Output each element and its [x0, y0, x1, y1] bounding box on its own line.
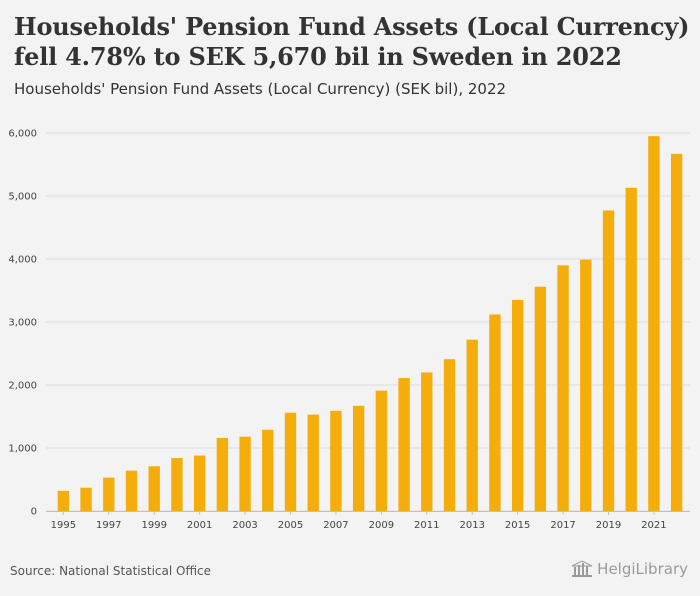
x-tick-label: 2011	[414, 520, 439, 531]
x-tick-label: 1995	[51, 520, 76, 531]
bar-2004	[262, 429, 274, 511]
bar-2020	[625, 187, 637, 511]
bar-2000	[171, 458, 183, 511]
x-tick-label: 2017	[550, 520, 575, 531]
bar-2019	[602, 210, 615, 511]
bar-2017	[557, 265, 569, 511]
chart-title: Households' Pension Fund Assets (Local C…	[14, 12, 690, 71]
y-tick-label: 3,000	[8, 318, 37, 329]
y-tick-label: 2,000	[8, 381, 37, 392]
x-tick-label: 2021	[641, 520, 666, 531]
bar-1999	[148, 466, 160, 511]
bar-1996	[80, 487, 92, 511]
y-tick-label: 4,000	[8, 255, 37, 266]
x-tick-label: 2009	[369, 520, 394, 531]
bar-1995	[57, 490, 70, 511]
bar-2003	[239, 436, 251, 511]
bar-2016	[534, 286, 547, 511]
bar-chart: 0 1,000 2,000 3,000 4,000 5,000 6,000 1995 1997 1…	[8, 129, 690, 531]
bar-2002	[216, 437, 229, 511]
x-tick-label: 2001	[187, 520, 212, 531]
bar-2022	[670, 153, 683, 511]
brand-name: HelgiLibrary	[597, 560, 688, 578]
bar-2009	[375, 390, 388, 511]
x-tick-label: 2015	[505, 520, 530, 531]
bar-2010	[398, 378, 410, 511]
bar-2013	[466, 339, 478, 511]
y-tick-label: 6,000	[8, 129, 37, 140]
bar-2008	[352, 405, 365, 511]
y-tick-label: 1,000	[8, 444, 37, 455]
bar-2007	[330, 410, 342, 511]
bar-2011	[421, 372, 433, 511]
bar-2012	[443, 359, 456, 511]
bar-2021	[648, 136, 660, 511]
chart-subtitle: Households' Pension Fund Assets (Local C…	[14, 80, 507, 98]
bar-2005	[284, 412, 297, 511]
x-tick-label: 1997	[96, 520, 121, 531]
y-tick-label: 0	[31, 507, 37, 518]
library-building-icon	[571, 560, 593, 577]
y-tick-label: 5,000	[8, 192, 37, 203]
x-tick-label: 2005	[278, 520, 303, 531]
bar-2015	[511, 299, 524, 511]
x-tick-label: 2013	[459, 520, 484, 531]
x-tick-label: 2007	[323, 520, 348, 531]
bar-1997	[103, 477, 115, 511]
bar-2006	[307, 414, 319, 511]
bar-2018	[580, 259, 592, 511]
x-tick-label: 2003	[232, 520, 257, 531]
x-tick-label: 1999	[141, 520, 166, 531]
bar-1998	[125, 470, 138, 511]
bar-2001	[193, 455, 206, 511]
brand-logo: HelgiLibrary	[571, 560, 688, 578]
bar-2014	[489, 314, 501, 511]
x-tick-label: 2019	[596, 520, 621, 531]
source-note: Source: National Statistical Office	[10, 564, 212, 578]
